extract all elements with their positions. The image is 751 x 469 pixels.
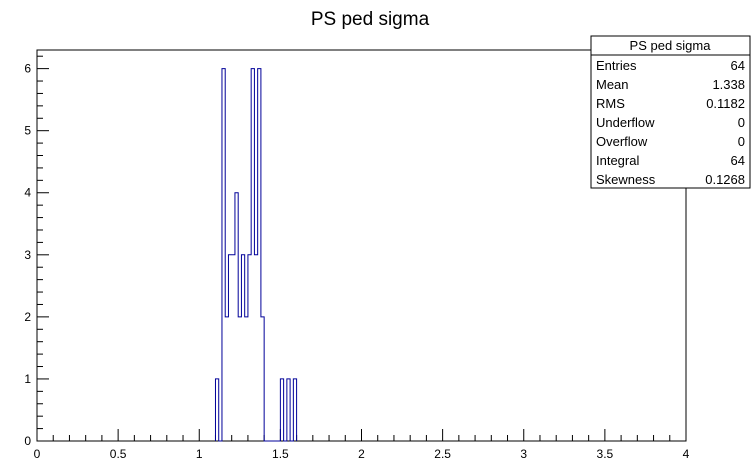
- histogram-outline: [214, 68, 298, 442]
- y-tick-label: 5: [24, 124, 31, 138]
- stats-value: 0: [738, 115, 745, 130]
- x-tick-label: 0.5: [110, 447, 127, 461]
- chart-title: PS ped sigma: [311, 9, 430, 30]
- stats-label: Overflow: [596, 134, 648, 149]
- stats-label: RMS: [596, 96, 625, 111]
- stats-value: 0.1182: [706, 96, 745, 111]
- stats-box-title: PS ped sigma: [630, 38, 712, 53]
- stats-box: PS ped sigma Entries 64 Mean 1.338 RMS 0.1182…: [590, 35, 751, 189]
- x-tick-label: 1.5: [272, 447, 289, 461]
- x-tick-labels: 0 0.5 1 1.5 2 2.5 3 3.5 4: [34, 447, 690, 461]
- y-tick-label: 3: [24, 248, 31, 262]
- stats-label: Entries: [596, 58, 637, 73]
- x-tick-label: 2.5: [434, 447, 451, 461]
- histogram-bin: [232, 255, 235, 441]
- stats-label: Mean: [596, 77, 629, 92]
- x-tick-label: 3.5: [597, 447, 614, 461]
- x-tick-label: 1: [196, 447, 203, 461]
- axis-ticks: [36, 55, 687, 442]
- histogram-bin: [254, 255, 257, 441]
- stats-label: Integral: [596, 153, 639, 168]
- x-tick-label: 3: [520, 447, 527, 461]
- y-tick-label: 6: [24, 62, 31, 76]
- y-tick-label: 1: [24, 372, 31, 386]
- y-tick-label: 4: [24, 186, 31, 200]
- stats-box-frame: [590, 35, 751, 189]
- stats-value: 64: [731, 58, 745, 73]
- plot-frame: [36, 49, 687, 442]
- stats-value: 64: [731, 153, 745, 168]
- histogram-bin: [225, 317, 228, 441]
- y-tick-label: 2: [24, 310, 31, 324]
- stats-value: 1.338: [712, 77, 745, 92]
- y-tick-label: 0: [24, 434, 31, 448]
- histogram-bin: [238, 317, 241, 441]
- stats-label: Skewness: [596, 172, 656, 187]
- x-tick-label: 0: [34, 447, 41, 461]
- stats-value: 0.1268: [705, 172, 745, 187]
- stats-value: 0: [738, 134, 745, 149]
- x-tick-label: 4: [683, 447, 690, 461]
- histogram-bin: [245, 317, 248, 441]
- y-tick-labels: 0 1 2 3 4 5 6: [24, 62, 31, 448]
- stats-label: Underflow: [596, 115, 655, 130]
- stats-box-rows: Entries 64 Mean 1.338 RMS 0.1182 Underflow 0 Ove…: [596, 58, 745, 187]
- x-tick-label: 2: [358, 447, 365, 461]
